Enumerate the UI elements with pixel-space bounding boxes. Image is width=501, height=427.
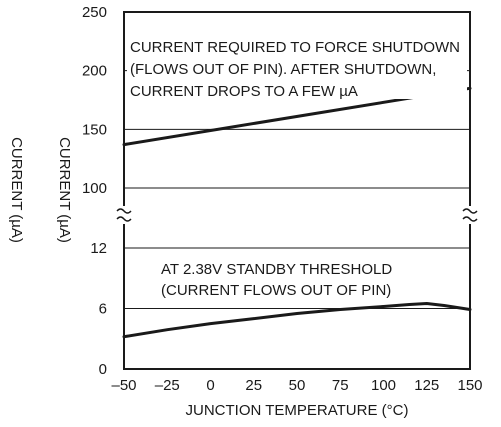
x-tick-label-1: –25 (155, 377, 180, 394)
y-tick-label-upper-3: 250 (82, 4, 107, 21)
y-tick-label-lower-0: 0 (99, 361, 107, 378)
axis-break-left (116, 206, 132, 224)
y-tick-label-upper-1: 150 (82, 121, 107, 138)
x-tick-label-0: –50 (111, 377, 136, 394)
upper-note-line-2: (FLOWS OUT OF PIN). AFTER SHUTDOWN, (130, 61, 436, 78)
y-tick-label-upper-0: 100 (82, 180, 107, 197)
series-layer (122, 86, 472, 339)
y-tick-labels: 100 150 200 250 0 6 12 (82, 4, 107, 378)
upper-annotation: CURRENT REQUIRED TO FORCE SHUTDOWN (FLOW… (127, 33, 467, 100)
lower-note-line-2: (CURRENT FLOWS OUT OF PIN) (161, 282, 391, 299)
upper-note-line-3: CURRENT DROPS TO A FEW µA (130, 83, 358, 100)
x-tick-label-3: 25 (245, 377, 262, 394)
x-tick-label-2: 0 (206, 377, 214, 394)
y-tick-label-lower-1: 6 (99, 301, 107, 318)
y-tick-label-lower-2: 12 (90, 240, 107, 257)
upper-note-line-1: CURRENT REQUIRED TO FORCE SHUTDOWN (130, 39, 460, 56)
axis-break-right (462, 206, 478, 224)
series-line-lower-0 (122, 302, 472, 339)
x-tick-labels: –50 –25 0 25 50 75 100 125 150 (111, 377, 482, 394)
y-axis-label-outer: CURRENT (µA) (8, 137, 25, 243)
y-tick-label-upper-2: 200 (82, 63, 107, 80)
x-tick-label-7: 125 (414, 377, 439, 394)
x-axis-label: JUNCTION TEMPERATURE (°C) (186, 402, 409, 419)
x-tick-label-8: 150 (457, 377, 482, 394)
y-axis-label-inner: CURRENT (µA) (56, 137, 73, 243)
lower-annotation: AT 2.38V STANDBY THRESHOLD (CURRENT FLOW… (158, 257, 418, 299)
plot-frame (123, 11, 471, 370)
x-tick-label-5: 75 (332, 377, 349, 394)
x-tick-label-4: 50 (289, 377, 306, 394)
x-tick-label-6: 100 (371, 377, 396, 394)
lower-note-line-1: AT 2.38V STANDBY THRESHOLD (161, 261, 392, 278)
